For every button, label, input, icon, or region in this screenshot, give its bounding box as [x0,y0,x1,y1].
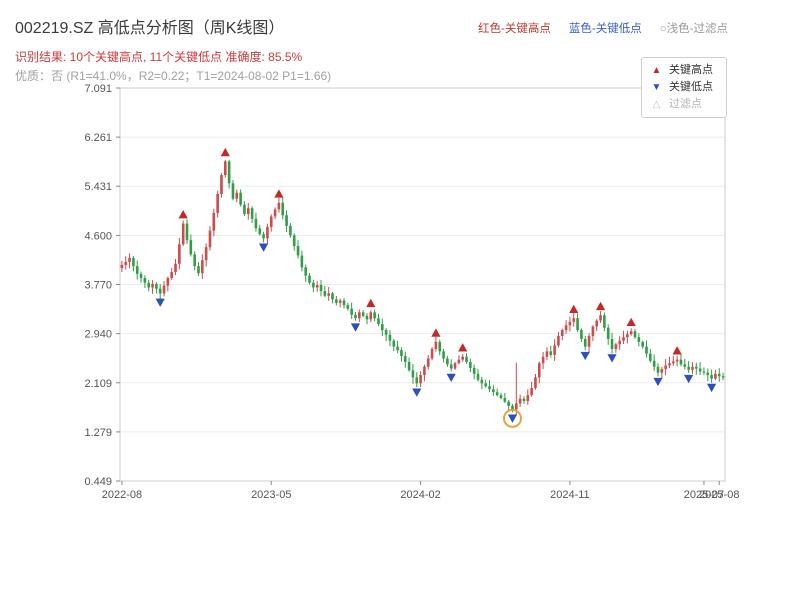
key-high-marker [458,343,468,352]
svg-text:5.431: 5.431 [84,181,112,193]
key-high-marker [431,328,441,337]
svg-text:2.109: 2.109 [84,378,112,390]
x-axis: 2022-08 2023-05 2024-02 2024-11 2025-072025-… [102,481,739,501]
key-high-marker [366,298,376,308]
key-high-marker [595,301,606,311]
red-up-triangle-icon: ▲ [651,65,662,76]
legend-item-label: 关键低点 [669,81,713,93]
key-low-marker [607,354,617,363]
recognition-result: 识别结果: 10个关键高点, 11个关键低点 准确度: 85.5% [15,50,303,64]
key-low-marker [350,323,361,332]
svg-text:6.261: 6.261 [84,132,112,144]
key-high-marker [220,147,230,157]
top-legend-key-high: 红色-关键高点 [478,23,551,35]
key-high-marker [626,317,636,327]
legend-item-filtered: △ 过滤点 [650,98,718,111]
y-axis: 7.091 6.261 5.431 4.600 3.770 2.940 2.109 1.279… [84,83,120,488]
svg-text:2.940: 2.940 [84,329,112,341]
candles [120,159,725,416]
svg-text:2025-07: 2025-07 [684,489,724,501]
legend-item-key-high: ▲ 关键高点 [650,64,718,77]
page-title: 002219.SZ 高低点分析图（周K线图） [15,20,285,37]
key-low-marker [412,388,422,397]
chart-legend: ▲ 关键高点 ▼ 关键低点 △ 过滤点 [641,57,727,118]
key-low-marker [706,383,717,393]
key-low-marker [446,373,456,383]
filtered-point-circle [502,408,522,428]
filtered-point [502,408,522,428]
svg-text:4.600: 4.600 [84,230,112,242]
key-high-marker [274,189,284,198]
quality-line: 优质：否 (R1=41.0%，R2=0.22；T1=2024-08-02 P1=… [15,69,332,83]
key-low-marker [507,414,518,423]
top-legend: 红色-关键高点 蓝色-关键低点 ○浅色-过滤点 [478,20,728,36]
key-low-marker [684,374,694,384]
svg-text:1.279: 1.279 [84,427,112,439]
svg-text:2024-11: 2024-11 [550,489,590,501]
hollow-up-triangle-icon: △ [652,99,661,110]
svg-text:2022-08: 2022-08 [102,489,142,501]
key-low-marker [258,243,269,252]
svg-text:0.449: 0.449 [84,476,112,488]
svg-text:2024-02: 2024-02 [400,489,440,501]
key-low-marker [155,298,165,307]
svg-text:2023-05: 2023-05 [251,489,291,501]
key-low-marker [653,377,663,387]
key-high-marker [672,346,682,355]
svg-text:3.770: 3.770 [84,280,112,292]
grid [120,87,725,482]
top-legend-filtered: ○浅色-过滤点 [659,23,728,35]
top-legend-key-low: 蓝色-关键低点 [568,23,642,35]
legend-item-key-low: ▼ 关键低点 [650,81,718,94]
key-high-marker [178,210,188,219]
legend-item-label: 过滤点 [669,98,702,110]
svg-text:7.091: 7.091 [84,83,112,95]
key-low-markers [155,243,717,423]
key-high-markers [178,147,682,355]
key-low-marker [580,351,590,361]
svg-text:2025-08: 2025-08 [699,489,739,501]
blue-down-triangle-icon: ▼ [651,82,662,93]
legend-item-label: 关键高点 [669,64,713,76]
key-high-marker [569,304,579,314]
